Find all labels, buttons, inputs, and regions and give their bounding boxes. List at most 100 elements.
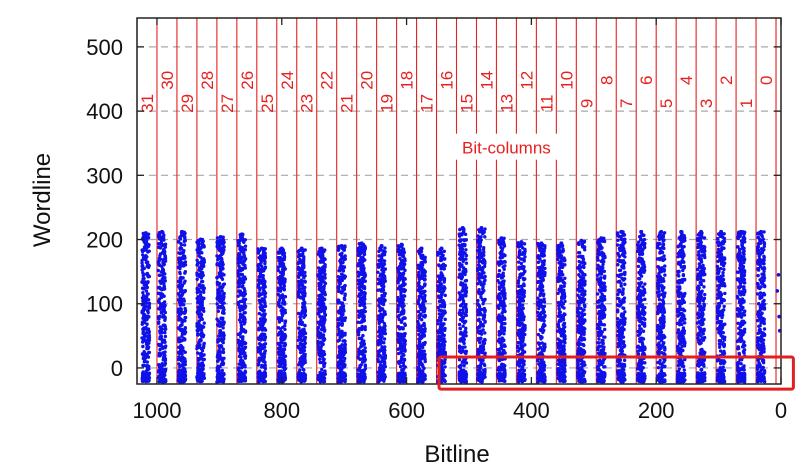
data-point bbox=[281, 347, 285, 352]
data-point bbox=[439, 271, 443, 275]
data-point bbox=[219, 256, 224, 261]
data-point bbox=[146, 379, 151, 383]
data-point bbox=[461, 281, 465, 286]
data-point bbox=[342, 257, 347, 262]
data-point bbox=[215, 236, 220, 240]
data-point bbox=[382, 362, 387, 366]
data-point bbox=[476, 266, 480, 271]
data-point bbox=[502, 343, 507, 347]
data-point bbox=[500, 311, 504, 315]
data-point bbox=[318, 315, 323, 319]
data-point bbox=[302, 257, 306, 261]
data-point bbox=[457, 291, 461, 295]
data-point bbox=[243, 248, 248, 252]
data-point bbox=[197, 268, 201, 272]
data-point bbox=[140, 286, 145, 290]
data-point bbox=[280, 358, 284, 362]
data-point bbox=[195, 277, 199, 281]
data-point bbox=[303, 374, 307, 379]
data-point bbox=[316, 344, 321, 349]
data-point bbox=[319, 372, 324, 377]
data-point bbox=[140, 322, 144, 326]
data-point bbox=[402, 333, 406, 338]
data-point bbox=[302, 352, 306, 356]
data-point bbox=[276, 293, 281, 297]
data-point bbox=[143, 306, 147, 311]
data-point bbox=[201, 262, 205, 266]
data-point bbox=[359, 341, 363, 345]
data-point bbox=[321, 357, 325, 361]
data-point bbox=[362, 315, 366, 320]
data-point bbox=[178, 261, 182, 266]
data-point bbox=[276, 332, 281, 337]
data-point bbox=[142, 276, 146, 281]
data-point bbox=[482, 258, 486, 263]
data-point bbox=[483, 261, 487, 266]
data-point bbox=[316, 311, 320, 316]
data-point bbox=[196, 362, 201, 366]
data-point bbox=[317, 334, 321, 338]
data-point bbox=[176, 284, 181, 289]
data-point bbox=[337, 285, 341, 289]
data-point bbox=[476, 313, 480, 317]
data-point bbox=[376, 339, 381, 343]
data-point bbox=[257, 347, 262, 352]
data-point bbox=[303, 312, 307, 316]
data-point bbox=[236, 272, 241, 276]
data-point bbox=[199, 280, 204, 284]
data-point bbox=[378, 354, 382, 358]
data-point bbox=[215, 380, 219, 384]
data-point bbox=[317, 307, 321, 311]
data-point bbox=[359, 249, 363, 253]
data-point bbox=[277, 364, 281, 369]
data-point bbox=[239, 355, 243, 359]
data-point bbox=[279, 369, 283, 374]
data-point bbox=[240, 291, 244, 295]
data-point bbox=[216, 323, 221, 328]
data-point bbox=[339, 272, 344, 276]
data-point bbox=[237, 377, 241, 381]
data-point bbox=[296, 254, 301, 259]
data-point bbox=[416, 249, 421, 253]
data-point bbox=[239, 320, 243, 325]
data-point bbox=[300, 320, 305, 325]
data-point bbox=[180, 283, 185, 288]
data-point bbox=[416, 302, 421, 306]
data-point bbox=[300, 365, 304, 369]
data-point bbox=[341, 309, 345, 313]
data-point bbox=[443, 293, 447, 298]
data-point bbox=[363, 364, 367, 368]
data-point bbox=[259, 344, 263, 349]
data-point bbox=[480, 252, 484, 256]
data-point bbox=[418, 367, 422, 372]
data-point bbox=[161, 307, 165, 312]
data-point bbox=[140, 258, 144, 263]
data-point bbox=[163, 310, 168, 315]
data-point bbox=[301, 297, 306, 302]
data-point bbox=[476, 372, 480, 377]
data-point bbox=[477, 278, 481, 283]
data-point bbox=[459, 254, 464, 258]
data-point bbox=[283, 324, 287, 328]
data-point bbox=[340, 313, 345, 317]
data-point bbox=[396, 332, 401, 336]
data-point bbox=[218, 234, 223, 239]
data-point bbox=[318, 259, 322, 264]
data-point bbox=[458, 246, 462, 250]
data-point bbox=[300, 360, 305, 364]
data-point bbox=[162, 248, 166, 252]
data-point bbox=[382, 358, 386, 363]
data-point bbox=[296, 274, 301, 278]
data-point bbox=[342, 376, 346, 380]
data-point bbox=[380, 347, 384, 352]
data-point bbox=[197, 298, 201, 302]
data-point bbox=[145, 360, 149, 364]
data-point bbox=[237, 253, 241, 257]
data-point bbox=[147, 301, 152, 306]
data-point bbox=[317, 377, 321, 381]
data-point bbox=[279, 283, 283, 287]
data-point bbox=[298, 266, 302, 271]
data-point bbox=[157, 233, 161, 237]
data-point bbox=[499, 368, 503, 372]
data-point bbox=[157, 245, 161, 250]
